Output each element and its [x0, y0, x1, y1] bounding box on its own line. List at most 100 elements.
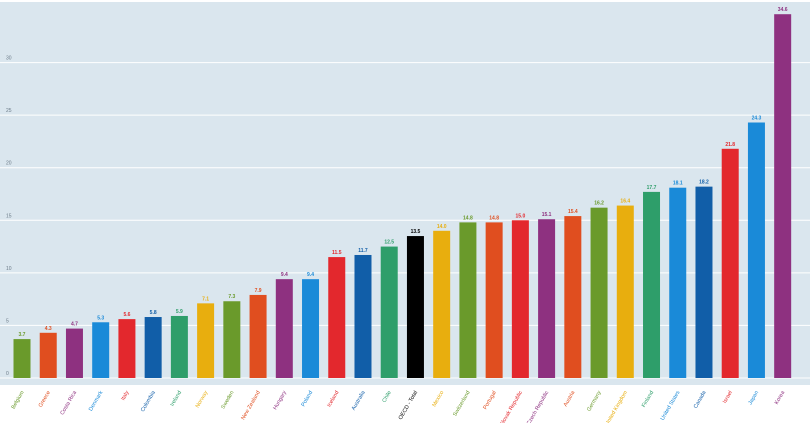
category-label: New Zealand	[240, 390, 261, 421]
value-label: 16.4	[620, 199, 630, 205]
bar	[13, 339, 31, 378]
category-label: Chile	[381, 390, 392, 404]
bar	[485, 222, 503, 378]
bar	[197, 303, 215, 378]
value-label: 5.9	[176, 309, 183, 315]
category-label: OECD - Total	[398, 390, 419, 421]
category-label: Israel	[722, 390, 734, 405]
bar	[459, 222, 477, 378]
bar	[380, 246, 398, 378]
y-tick-label: 0	[6, 371, 9, 377]
bar	[511, 220, 529, 378]
value-label: 15.0	[516, 213, 526, 219]
bar	[433, 230, 451, 378]
value-label: 12.5	[384, 240, 394, 246]
category-label: Denmark	[88, 390, 104, 413]
category-label: Finland	[641, 390, 655, 409]
bar	[538, 219, 556, 378]
value-label: 14.8	[463, 215, 473, 221]
category-label: Sweden	[220, 390, 235, 410]
value-label: 15.4	[568, 209, 578, 215]
category-label: United States	[660, 390, 682, 422]
category-label: Korea	[774, 389, 787, 406]
category-label: Japan	[747, 390, 760, 406]
bar	[747, 122, 765, 378]
value-label: 9.4	[307, 272, 314, 278]
category-label: Slovak Republic	[499, 390, 524, 423]
value-label: 16.2	[594, 201, 604, 207]
y-tick-label: 5	[6, 318, 9, 324]
category-label: Italy	[120, 390, 130, 402]
category-label: Australia	[351, 389, 367, 411]
value-labels: 3.7 4.3 4.7 5.3 5.6 5.8 5.9 7.1 7.3 7.9 9.4 9.4 11.5…	[19, 7, 788, 338]
category-label: Iceland	[326, 390, 340, 408]
category-label: Poland	[300, 390, 314, 408]
bar	[223, 301, 241, 378]
category-label: Norway	[195, 390, 210, 409]
category-label: Greece	[38, 390, 52, 409]
value-label: 17.7	[647, 185, 657, 191]
bars	[13, 14, 792, 378]
value-label: 7.3	[228, 294, 235, 300]
y-axis-ticks: 0 5 10 15 20 25 30	[6, 56, 12, 377]
value-label: 4.7	[71, 322, 78, 328]
value-label: 7.1	[202, 296, 209, 302]
y-tick-label: 10	[6, 266, 12, 272]
value-label: 14.8	[489, 215, 499, 221]
value-label: 13.5	[411, 229, 421, 235]
value-label: 21.8	[725, 142, 735, 148]
bar	[118, 319, 136, 378]
bar	[406, 236, 424, 378]
bar	[92, 322, 110, 378]
bar	[39, 332, 57, 378]
bar	[643, 191, 661, 378]
bar	[249, 294, 267, 378]
bar	[328, 257, 346, 378]
value-label: 5.8	[150, 310, 157, 316]
value-label: 11.7	[358, 248, 368, 254]
y-tick-label: 20	[6, 161, 12, 167]
category-label: Canada	[693, 389, 708, 410]
bar	[669, 187, 687, 378]
bar	[275, 279, 293, 378]
value-label: 18.1	[673, 181, 683, 187]
category-label: Czech Republic	[526, 390, 551, 423]
value-label: 11.5	[332, 250, 342, 256]
bar	[170, 315, 188, 378]
bar	[144, 317, 162, 378]
category-label: Switzerland	[452, 390, 471, 418]
bar	[721, 148, 739, 378]
value-label: 7.9	[255, 288, 262, 294]
value-label: 14.0	[437, 224, 447, 230]
x-axis-labels: Belgium Greece Costa Rica Denmark Italy Colom…	[11, 389, 787, 423]
category-label: Costa Rica	[60, 389, 79, 416]
category-label: Austria	[563, 389, 577, 408]
category-label: Hungary	[272, 390, 288, 411]
value-label: 18.2	[699, 180, 709, 186]
value-label: 4.3	[45, 326, 52, 332]
category-label: Mexico	[432, 390, 446, 408]
bar	[695, 186, 713, 378]
category-label: United Kingdom	[604, 390, 629, 423]
y-tick-label: 30	[6, 56, 12, 62]
category-label: Germany	[586, 390, 603, 413]
value-label: 34.6	[778, 7, 788, 13]
category-label: Belgium	[11, 390, 26, 411]
value-label: 24.3	[752, 116, 762, 122]
bar	[616, 205, 634, 378]
bar	[65, 328, 83, 378]
category-label: Colombia	[140, 389, 157, 413]
value-label: 5.6	[123, 312, 130, 318]
category-label: Ireland	[170, 390, 184, 408]
bar	[774, 14, 792, 378]
category-label: Portugal	[482, 390, 497, 411]
bar	[354, 254, 372, 378]
y-tick-label: 15	[6, 213, 12, 219]
value-label: 15.1	[542, 212, 552, 218]
value-label: 9.4	[281, 272, 288, 278]
bar	[302, 279, 320, 378]
value-label: 5.3	[97, 315, 104, 321]
y-tick-label: 25	[6, 108, 12, 114]
